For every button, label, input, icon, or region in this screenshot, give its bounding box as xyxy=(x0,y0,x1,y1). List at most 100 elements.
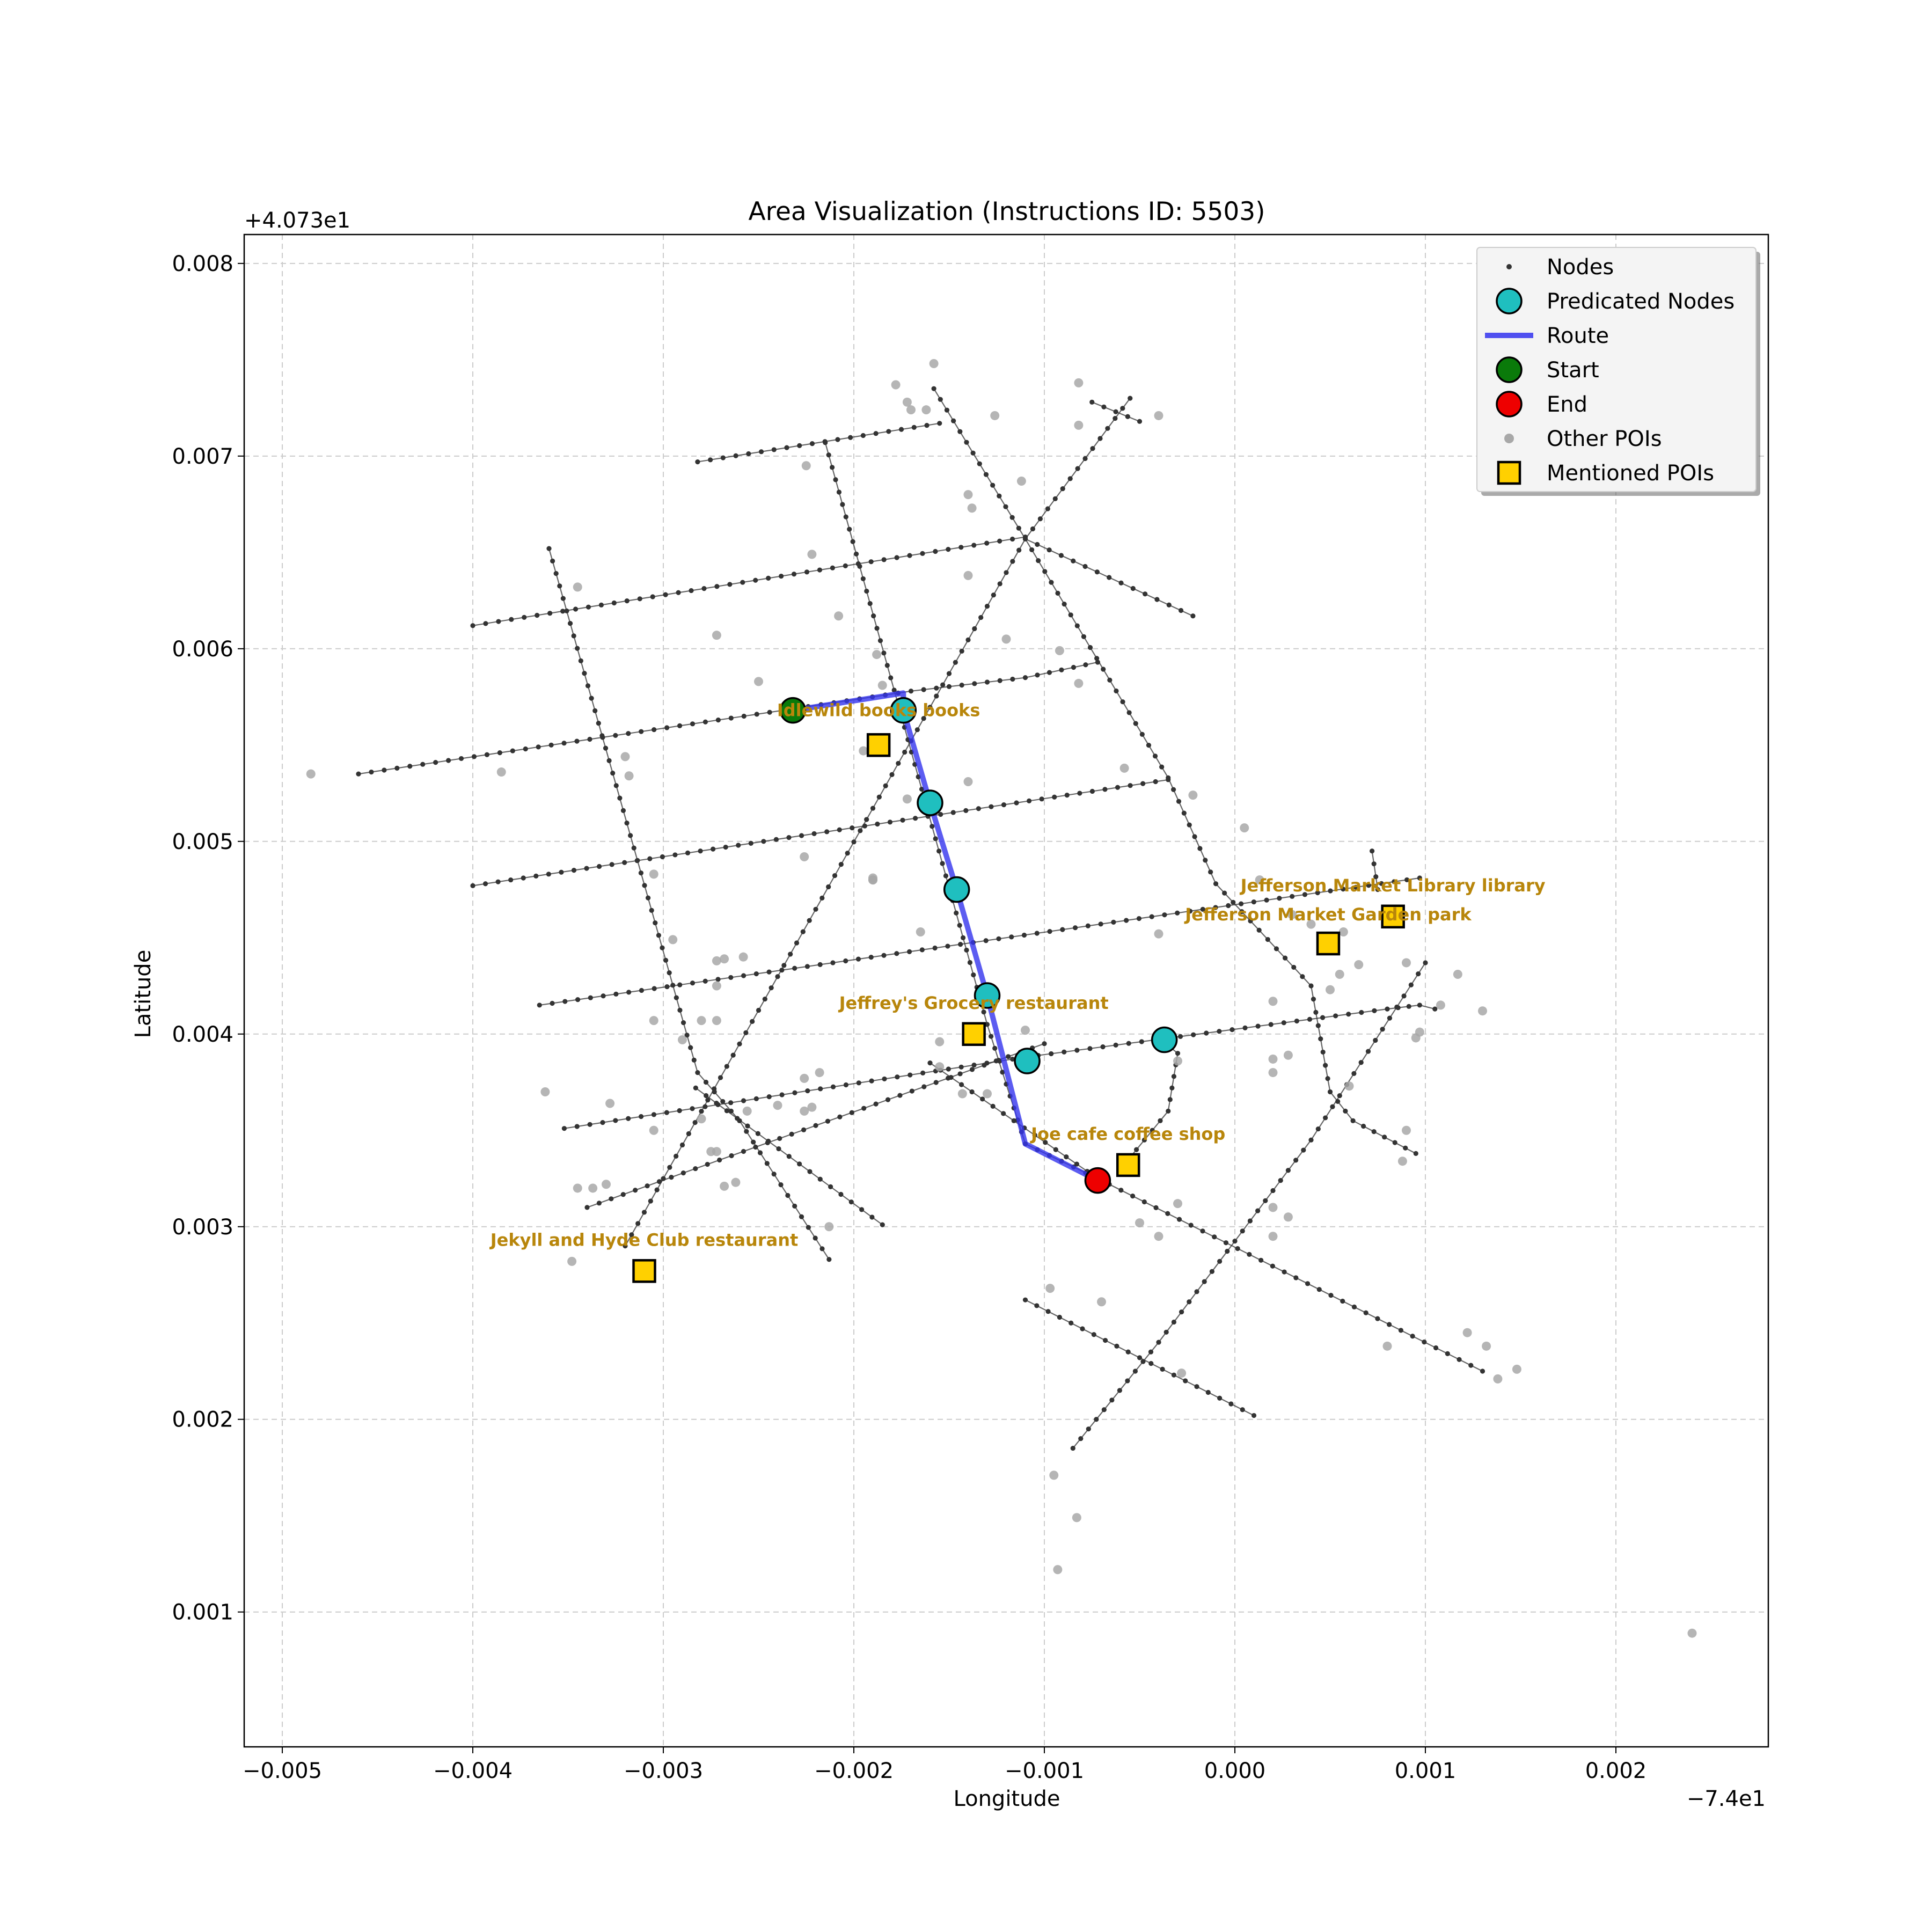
node xyxy=(819,1246,825,1252)
node xyxy=(730,1052,736,1058)
node xyxy=(1124,918,1129,923)
other-poi xyxy=(649,869,658,879)
node xyxy=(794,940,800,946)
node xyxy=(805,1088,810,1094)
node xyxy=(1022,536,1028,541)
node xyxy=(664,1110,669,1115)
other-poi xyxy=(929,359,939,369)
node xyxy=(562,999,568,1004)
node xyxy=(712,1086,717,1092)
legend: Nodes Predicated Nodes Route Start End Other … xyxy=(1476,247,1760,496)
node xyxy=(592,708,598,713)
node xyxy=(804,964,810,969)
node xyxy=(1248,918,1253,924)
node xyxy=(971,1063,977,1068)
node xyxy=(676,590,681,595)
node xyxy=(1230,1027,1235,1033)
node xyxy=(1323,1063,1328,1068)
node xyxy=(677,1108,682,1114)
legend-swatch-predicted xyxy=(1496,288,1523,314)
node xyxy=(964,947,969,953)
node xyxy=(983,938,989,943)
node xyxy=(626,731,631,736)
node xyxy=(1045,506,1050,511)
node xyxy=(1183,1378,1188,1384)
node xyxy=(1187,1299,1192,1305)
node xyxy=(769,985,774,991)
y-tick-label: 0.008 xyxy=(172,252,233,276)
node xyxy=(638,870,644,876)
node xyxy=(521,875,526,881)
node xyxy=(609,862,614,867)
legend-swatch-mentioned-poi xyxy=(1497,460,1521,485)
node xyxy=(907,553,912,558)
node xyxy=(997,678,1002,683)
node xyxy=(588,995,593,1000)
node xyxy=(689,588,694,594)
node xyxy=(976,806,981,811)
node xyxy=(582,671,587,676)
node xyxy=(1337,1093,1342,1099)
node xyxy=(849,1110,854,1115)
node xyxy=(954,910,959,916)
node xyxy=(1343,1108,1348,1114)
node xyxy=(1086,1426,1091,1432)
node xyxy=(1294,1018,1299,1024)
node xyxy=(963,808,969,813)
node xyxy=(1457,1357,1462,1362)
node xyxy=(1046,547,1052,553)
node xyxy=(880,1222,885,1227)
node xyxy=(940,682,946,687)
node xyxy=(970,450,976,456)
other-poi xyxy=(891,380,901,390)
mentioned-poi-marker xyxy=(1116,1153,1140,1177)
node xyxy=(1071,558,1076,564)
node xyxy=(1080,1326,1085,1331)
node xyxy=(620,808,626,813)
node xyxy=(574,1124,580,1129)
node xyxy=(958,545,964,550)
node xyxy=(1074,1161,1079,1167)
node xyxy=(1132,1368,1138,1374)
other-poi xyxy=(1074,378,1084,387)
node xyxy=(1137,419,1143,424)
node xyxy=(1105,426,1110,431)
node xyxy=(482,881,488,887)
node xyxy=(1107,575,1112,580)
node xyxy=(674,995,679,1000)
node xyxy=(571,633,576,639)
node xyxy=(484,752,490,757)
node xyxy=(1361,1123,1366,1129)
node xyxy=(851,839,857,845)
node xyxy=(807,1169,813,1174)
other-poi xyxy=(807,1102,817,1112)
other-poi xyxy=(800,852,809,862)
node xyxy=(1039,796,1044,802)
node xyxy=(932,945,938,951)
node xyxy=(1146,743,1152,748)
y-tick-label: 0.007 xyxy=(172,444,233,469)
node xyxy=(1049,580,1054,585)
node xyxy=(751,1139,756,1145)
node xyxy=(951,418,956,423)
route-markers xyxy=(779,697,1178,1194)
node xyxy=(874,626,880,631)
node xyxy=(885,1097,891,1102)
node xyxy=(876,794,882,800)
node xyxy=(773,837,779,842)
node xyxy=(1166,1108,1171,1114)
other-poi xyxy=(815,1068,824,1078)
node xyxy=(1158,1118,1163,1123)
node xyxy=(1240,1407,1245,1413)
node xyxy=(1403,1145,1408,1151)
node xyxy=(828,1184,833,1189)
node xyxy=(1293,1158,1299,1163)
node xyxy=(921,1084,927,1089)
route-line xyxy=(790,690,1101,1183)
mentioned-poi-marker xyxy=(962,1022,986,1046)
node xyxy=(1179,1309,1184,1315)
node xyxy=(1009,536,1015,542)
node xyxy=(945,943,950,949)
node xyxy=(679,1142,685,1148)
node xyxy=(957,1071,963,1077)
